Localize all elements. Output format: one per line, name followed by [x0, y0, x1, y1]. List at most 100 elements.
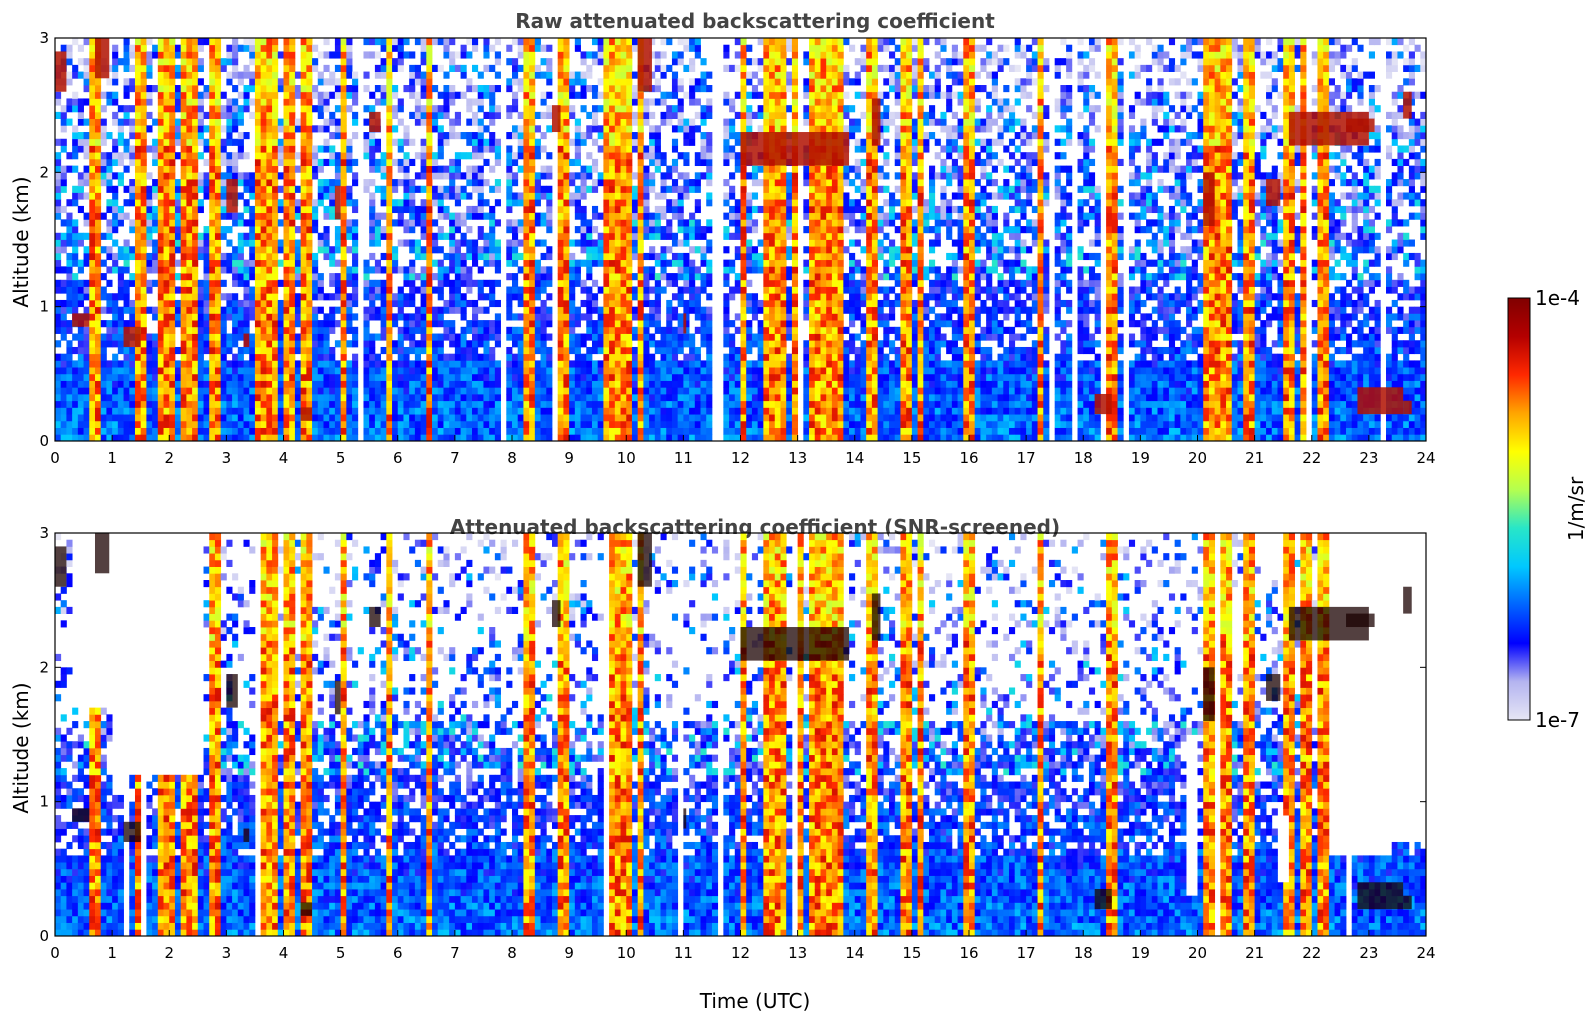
heatmap-cell	[95, 260, 101, 267]
heatmap-cell	[306, 421, 312, 428]
heatmap-cell	[84, 394, 90, 401]
heatmap-cell	[335, 65, 341, 72]
heatmap-cell	[66, 253, 72, 260]
heatmap-cell	[255, 300, 261, 307]
heatmap-cell	[244, 367, 250, 374]
heatmap-cell	[95, 280, 101, 287]
heatmap-cell	[78, 240, 84, 247]
heatmap-cell	[61, 179, 67, 186]
heatmap-cell	[192, 414, 198, 421]
heatmap-cell	[221, 360, 227, 367]
heatmap-cell	[186, 340, 192, 347]
heatmap-cell	[301, 119, 307, 126]
heatmap-cell	[192, 313, 198, 320]
heatmap-cell	[272, 226, 278, 233]
heatmap-cell	[158, 307, 164, 314]
heatmap-cell	[135, 381, 141, 388]
heatmap-cell	[181, 374, 187, 381]
heatmap-cell	[169, 145, 175, 152]
heatmap-cell	[146, 172, 152, 179]
heatmap-cell	[112, 240, 118, 247]
heatmap-cell	[164, 58, 170, 65]
heatmap-cell	[186, 401, 192, 408]
heatmap-cell	[295, 226, 301, 233]
heatmap-cell	[55, 374, 61, 381]
heatmap-cell	[295, 119, 301, 126]
heatmap-cell	[118, 273, 124, 280]
heatmap-cell	[129, 159, 135, 166]
heatmap-cell	[55, 240, 61, 247]
heatmap-cell	[261, 132, 267, 139]
heatmap-cell	[323, 320, 329, 327]
heatmap-cell	[295, 246, 301, 253]
heatmap-cell	[249, 381, 255, 388]
heatmap-cell	[215, 219, 221, 226]
heatmap-cell	[312, 354, 318, 361]
heatmap-cell	[329, 347, 335, 354]
heatmap-cell	[61, 313, 67, 320]
heatmap-cell	[129, 313, 135, 320]
heatmap-cell	[72, 414, 78, 421]
heatmap-cell	[284, 394, 290, 401]
heatmap-cell	[238, 112, 244, 119]
heatmap-cell	[318, 166, 324, 173]
heatmap-cell	[186, 179, 192, 186]
heatmap-cell	[244, 240, 250, 247]
heatmap-cell	[244, 98, 250, 105]
heatmap-cell	[112, 172, 118, 179]
heatmap-cell	[95, 179, 101, 186]
heatmap-cell	[335, 240, 341, 247]
heatmap-cell	[284, 313, 290, 320]
heatmap-cell	[61, 119, 67, 126]
heatmap-cell	[244, 347, 250, 354]
heatmap-cell	[146, 334, 152, 341]
heatmap-cell	[335, 280, 341, 287]
heatmap-cell	[346, 434, 352, 441]
heatmap-cell	[72, 233, 78, 240]
heatmap-cell	[238, 72, 244, 79]
heatmap-cell	[284, 199, 290, 206]
heatmap-cell	[152, 354, 158, 361]
heatmap-cell	[284, 98, 290, 105]
heatmap-cell	[112, 139, 118, 146]
heatmap-cell	[341, 280, 347, 287]
heatmap-cell	[135, 266, 141, 273]
heatmap-cell	[204, 260, 210, 267]
heatmap-cell	[66, 320, 72, 327]
heatmap-cell	[261, 428, 267, 435]
heatmap-cell	[289, 287, 295, 294]
heatmap-cell	[186, 240, 192, 247]
heatmap-cell	[306, 354, 312, 361]
heatmap-cell	[329, 119, 335, 126]
heatmap-cell	[266, 186, 272, 193]
heatmap-cell	[72, 260, 78, 267]
heatmap-cell	[186, 307, 192, 314]
heatmap-cell	[221, 253, 227, 260]
heatmap-cell	[186, 280, 192, 287]
heatmap-cell	[175, 179, 181, 186]
heatmap-cell	[78, 394, 84, 401]
heatmap-cell	[301, 313, 307, 320]
heatmap-cell	[198, 374, 204, 381]
heatmap-cell	[221, 226, 227, 233]
heatmap-cell	[209, 367, 215, 374]
heatmap-cell	[124, 199, 130, 206]
heatmap-cell	[289, 360, 295, 367]
heatmap-cell	[146, 401, 152, 408]
heatmap-cell	[204, 112, 210, 119]
heatmap-cell	[278, 428, 284, 435]
heatmap-cell	[209, 347, 215, 354]
heatmap-cell	[72, 381, 78, 388]
heatmap-cell	[301, 320, 307, 327]
heatmap-cell	[129, 125, 135, 132]
heatmap-cell	[192, 360, 198, 367]
heatmap-cell	[186, 313, 192, 320]
heatmap-cell	[255, 132, 261, 139]
heatmap-cell	[306, 287, 312, 294]
heatmap-cell	[209, 112, 215, 119]
heatmap-cell	[289, 159, 295, 166]
heatmap-cell	[278, 401, 284, 408]
heatmap-cell	[66, 347, 72, 354]
heatmap-cell	[255, 172, 261, 179]
heatmap-cell	[261, 206, 267, 213]
